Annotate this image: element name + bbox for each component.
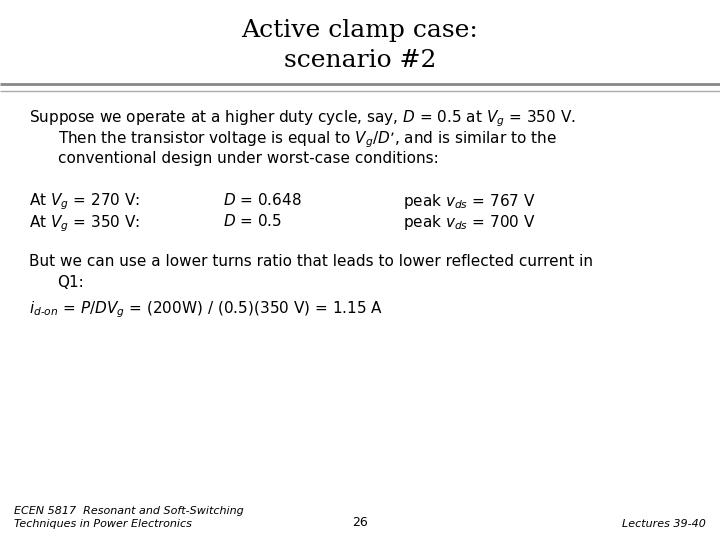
Text: $D$ = 0.5: $D$ = 0.5 — [223, 213, 282, 230]
Text: Lectures 39-40: Lectures 39-40 — [622, 519, 706, 529]
Text: peak $v_{ds}$ = 767 V: peak $v_{ds}$ = 767 V — [403, 192, 536, 211]
Text: Suppose we operate at a higher duty cycle, say, $D$ = 0.5 at $V_g$ = 350 V.: Suppose we operate at a higher duty cycl… — [29, 108, 575, 129]
Text: Then the transistor voltage is equal to $V_g$/$D$’, and is similar to the: Then the transistor voltage is equal to … — [58, 130, 557, 150]
Text: Q1:: Q1: — [58, 275, 84, 291]
Text: At $V_g$ = 350 V:: At $V_g$ = 350 V: — [29, 213, 140, 234]
Text: But we can use a lower turns ratio that leads to lower reflected current in: But we can use a lower turns ratio that … — [29, 254, 593, 269]
Text: conventional design under worst-case conditions:: conventional design under worst-case con… — [58, 151, 438, 166]
Text: peak $v_{ds}$ = 700 V: peak $v_{ds}$ = 700 V — [403, 213, 536, 232]
Text: Active clamp case:: Active clamp case: — [242, 19, 478, 42]
Text: scenario #2: scenario #2 — [284, 49, 436, 72]
Text: $D$ = 0.648: $D$ = 0.648 — [223, 192, 302, 208]
Text: 26: 26 — [352, 516, 368, 529]
Text: ECEN 5817  Resonant and Soft-Switching
Techniques in Power Electronics: ECEN 5817 Resonant and Soft-Switching Te… — [14, 506, 244, 529]
Text: At $V_g$ = 270 V:: At $V_g$ = 270 V: — [29, 192, 140, 212]
Text: $i_{d‐on}$ = $P/DV_g$ = (200W) / (0.5)(350 V) = 1.15 A: $i_{d‐on}$ = $P/DV_g$ = (200W) / (0.5)(3… — [29, 300, 383, 320]
